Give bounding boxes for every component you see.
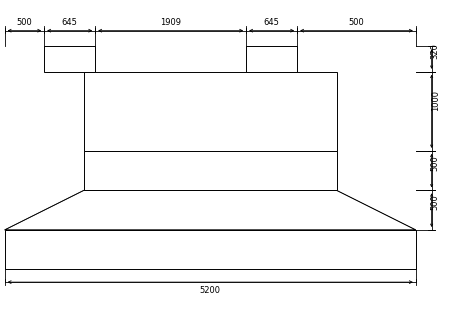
Text: 645: 645 xyxy=(62,18,78,27)
Polygon shape xyxy=(5,190,415,230)
Bar xyxy=(44,46,95,72)
Text: 1909: 1909 xyxy=(160,18,181,27)
Bar xyxy=(84,151,336,190)
Bar xyxy=(246,46,297,72)
Text: 500: 500 xyxy=(430,155,439,171)
Bar xyxy=(5,230,415,270)
Text: 500: 500 xyxy=(17,18,32,27)
Text: 1000: 1000 xyxy=(430,90,439,111)
Text: 645: 645 xyxy=(263,18,279,27)
Text: 5200: 5200 xyxy=(199,286,220,295)
Text: 500: 500 xyxy=(430,194,439,210)
Text: 500: 500 xyxy=(348,18,364,27)
Text: 320: 320 xyxy=(430,43,439,59)
Bar xyxy=(84,72,336,151)
